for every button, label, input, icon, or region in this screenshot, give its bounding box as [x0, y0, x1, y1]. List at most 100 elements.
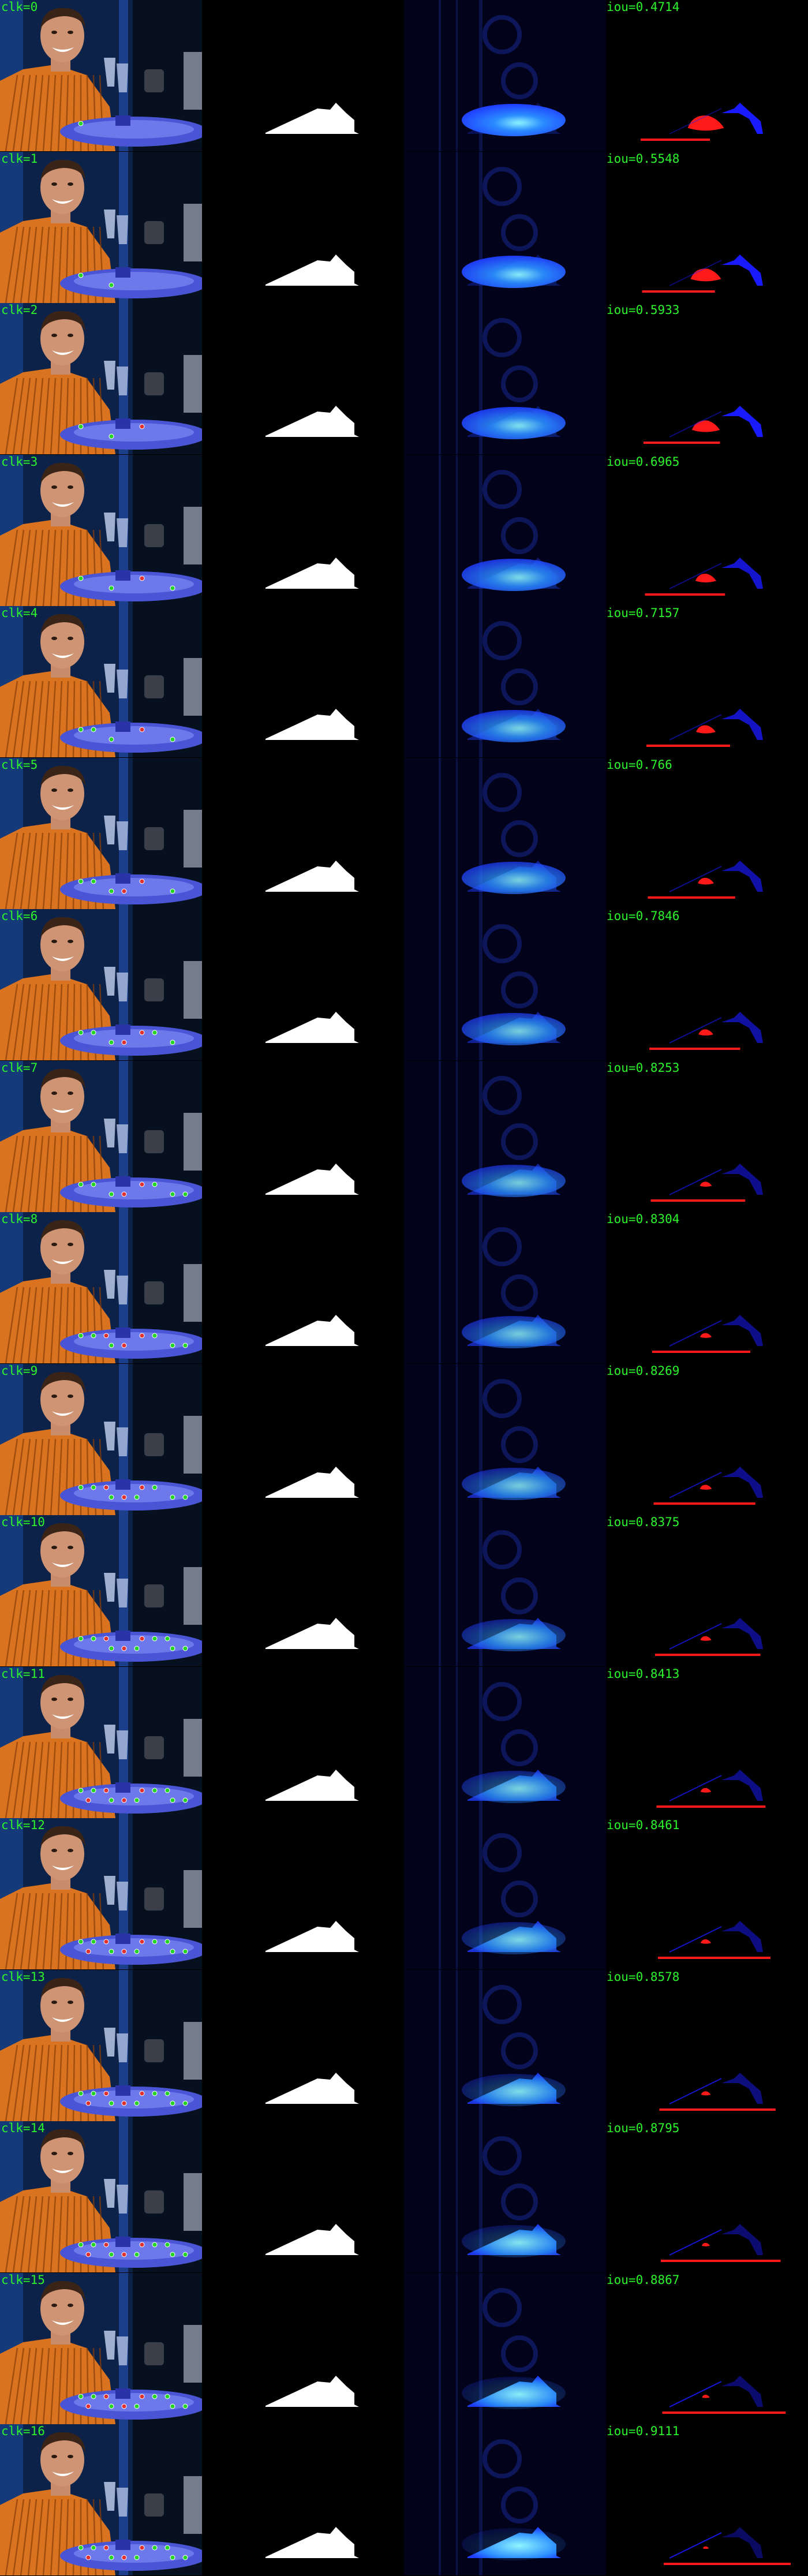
click-count-label: clk=13: [1, 1970, 45, 1984]
error-map-panel: iou=0.7157: [606, 606, 808, 757]
error-map: [653, 1467, 763, 1505]
result-row: clk=10 iou=0.8375: [0, 1515, 808, 1666]
circle-marker-icon: [78, 1030, 84, 1035]
input-photo: [0, 1212, 202, 1363]
circle-marker-icon: [139, 1333, 145, 1339]
result-row: clk=14 iou=0.8795: [0, 2121, 808, 2272]
probability-map-panel: [404, 1515, 606, 1666]
circle-marker-icon: [170, 2555, 175, 2560]
circle-marker-icon: [78, 1182, 84, 1187]
ground-truth-mask-panel: [202, 606, 404, 757]
circle-marker-icon: [109, 282, 114, 288]
circle-marker-icon: [164, 1788, 170, 1793]
circle-marker-icon: [85, 1797, 91, 1803]
probability-map: [439, 1818, 566, 1969]
circle-marker-icon: [164, 1939, 170, 1945]
circle-marker-icon: [121, 888, 127, 894]
input-image-panel: clk=0: [0, 0, 202, 151]
circle-marker-icon: [139, 1030, 145, 1035]
result-row: clk=3 iou=0.6965: [0, 455, 808, 606]
input-photo: [0, 455, 202, 606]
iou-score-label: iou=0.5933: [607, 303, 680, 317]
probability-map-panel: [404, 758, 606, 909]
error-map-panel: iou=0.5548: [606, 152, 808, 303]
iou-score-label: iou=0.8867: [607, 2273, 680, 2287]
circle-marker-icon: [182, 2555, 188, 2560]
circle-marker-icon: [152, 1182, 158, 1187]
probability-map-panel: [404, 1970, 606, 2121]
input-image-panel: clk=10: [0, 1515, 202, 1666]
error-map: [652, 1315, 763, 1353]
circle-marker-icon: [139, 2091, 145, 2096]
circle-marker-icon: [109, 736, 114, 742]
input-photo: [0, 2424, 202, 2575]
circle-marker-icon: [182, 1191, 188, 1197]
iou-score-label: iou=0.8375: [607, 1515, 680, 1529]
error-map: [645, 558, 763, 596]
click-count-label: clk=6: [1, 909, 38, 923]
circle-marker-icon: [170, 888, 175, 894]
probability-map-panel: [404, 1364, 606, 1515]
input-image-panel: clk=8: [0, 1212, 202, 1363]
probability-map-panel: [404, 2121, 606, 2272]
result-row: clk=5 iou=0.766: [0, 758, 808, 909]
circle-marker-icon: [134, 1949, 140, 1954]
circle-marker-icon: [78, 1333, 84, 1339]
result-row: clk=13 iou=0.8578: [0, 1970, 808, 2121]
probability-map-panel: [404, 2424, 606, 2575]
input-image-panel: clk=2: [0, 303, 202, 454]
circle-marker-icon: [91, 727, 96, 732]
probability-map: [439, 2424, 566, 2575]
ground-truth-mask-panel: [202, 758, 404, 909]
circle-marker-icon: [121, 1343, 127, 1348]
ground-truth-mask: [265, 1921, 359, 1952]
input-image-panel: clk=7: [0, 1061, 202, 1212]
circle-marker-icon: [152, 1333, 158, 1339]
input-image-panel: clk=9: [0, 1364, 202, 1515]
circle-marker-icon: [121, 1797, 127, 1803]
input-image-panel: clk=13: [0, 1970, 202, 2121]
circle-marker-icon: [78, 1939, 84, 1945]
error-map: [642, 255, 763, 293]
circle-marker-icon: [170, 1797, 175, 1803]
probability-map-panel: [404, 606, 606, 757]
error-map: [661, 2224, 781, 2262]
result-row: clk=1 iou=0.5548: [0, 152, 808, 303]
input-photo: [0, 2121, 202, 2272]
circle-marker-icon: [109, 1191, 114, 1197]
circle-marker-icon: [78, 121, 84, 126]
probability-map-panel: [404, 2273, 606, 2424]
circle-marker-icon: [152, 1939, 158, 1945]
circle-marker-icon: [91, 1939, 96, 1945]
circle-marker-icon: [139, 2545, 145, 2551]
input-photo: [0, 2273, 202, 2424]
ground-truth-mask-panel: [202, 1061, 404, 1212]
result-row: clk=9 iou=0.8269: [0, 1364, 808, 1515]
probability-map: [439, 0, 566, 151]
ground-truth-mask: [265, 1315, 359, 1346]
circle-marker-icon: [103, 1636, 109, 1642]
ground-truth-mask-panel: [202, 1212, 404, 1363]
circle-marker-icon: [109, 1949, 114, 1954]
circle-marker-icon: [103, 2545, 109, 2551]
input-photo: [0, 1061, 202, 1212]
circle-marker-icon: [134, 2403, 140, 2409]
circle-marker-icon: [103, 2394, 109, 2399]
probability-map: [439, 1364, 566, 1515]
iou-score-label: iou=0.6965: [607, 455, 680, 469]
click-count-label: clk=12: [1, 1818, 45, 1832]
circle-marker-icon: [152, 1030, 158, 1035]
circle-marker-icon: [139, 2394, 145, 2399]
click-count-label: clk=7: [1, 1061, 38, 1075]
circle-marker-icon: [91, 1788, 96, 1793]
circle-marker-icon: [78, 272, 84, 278]
circle-marker-icon: [78, 1485, 84, 1490]
circle-marker-icon: [170, 736, 175, 742]
ground-truth-mask: [265, 1164, 359, 1195]
probability-map: [439, 1212, 566, 1363]
circle-marker-icon: [164, 2545, 170, 2551]
error-map: [658, 1921, 770, 1959]
circle-marker-icon: [182, 1949, 188, 1954]
probability-map: [439, 1667, 566, 1818]
circle-marker-icon: [109, 888, 114, 894]
